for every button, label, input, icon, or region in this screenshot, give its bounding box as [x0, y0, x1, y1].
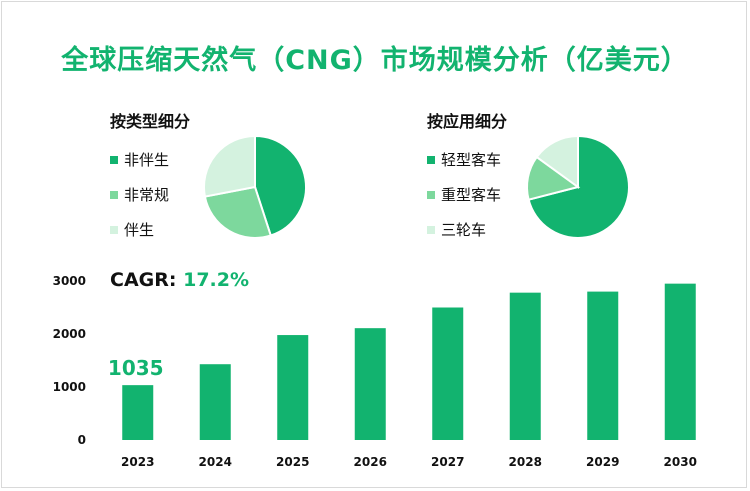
x-tick-label: 2030: [664, 455, 697, 469]
legend-swatch: [427, 155, 435, 164]
legend-label: 重型客车: [441, 186, 502, 204]
pie-type-slice-2: [203, 134, 256, 198]
legend-swatch: [427, 225, 435, 234]
bar-2025: [277, 335, 309, 440]
y-tick-label: 3000: [53, 274, 86, 288]
bar-2023: [122, 385, 154, 440]
bar-2028: [509, 292, 541, 440]
chart-title: 全球压缩天然气（CNG）市场规模分析（亿美元）: [61, 45, 689, 76]
legend-label: 伴生: [124, 221, 155, 239]
x-tick-label: 2028: [509, 455, 542, 469]
legend-swatch: [110, 155, 118, 164]
data-label: 1035: [108, 356, 164, 380]
cagr-annotation: CAGR: 17.2%: [110, 269, 249, 291]
y-tick-label: 0: [78, 433, 86, 447]
legend-swatch: [427, 190, 435, 199]
bar-2024: [199, 364, 231, 440]
x-tick-label: 2025: [276, 455, 309, 469]
y-tick-label: 1000: [53, 380, 86, 394]
legend-item-type-1: 非常规: [110, 184, 169, 205]
pie-application-title: 按应用细分: [427, 112, 508, 131]
pie-type-slice-1: [203, 185, 273, 239]
legend-label: 三轮车: [441, 221, 487, 239]
x-tick-label: 2024: [199, 455, 232, 469]
pie-application-slice-2: [535, 134, 579, 189]
x-tick-label: 2029: [586, 455, 619, 469]
x-tick-label: 2026: [354, 455, 387, 469]
bar-2030: [664, 283, 696, 440]
legend-item-app-0: 轻型客车: [427, 149, 501, 170]
pie-type-slice-0: [254, 134, 307, 237]
legend-swatch: [110, 190, 118, 199]
bar-2026: [354, 328, 386, 440]
x-tick-label: 2023: [121, 455, 154, 469]
legend-item-type-2: 伴生: [110, 219, 154, 240]
bar-2029: [587, 291, 619, 440]
pie-type-title: 按类型细分: [110, 112, 191, 131]
legend-item-app-1: 重型客车: [427, 184, 501, 205]
legend-swatch: [110, 225, 118, 234]
legend-label: 非伴生: [124, 151, 170, 169]
y-tick-label: 2000: [53, 327, 86, 341]
legend-item-app-2: 三轮车: [427, 219, 486, 240]
x-tick-label: 2027: [431, 455, 464, 469]
cagr-value: 17.2%: [183, 269, 250, 291]
cagr-label: CAGR:: [110, 269, 177, 291]
legend-item-type-0: 非伴生: [110, 149, 169, 170]
legend-label: 轻型客车: [441, 151, 502, 169]
bar-2027: [432, 307, 464, 440]
legend-label: 非常规: [124, 186, 170, 204]
